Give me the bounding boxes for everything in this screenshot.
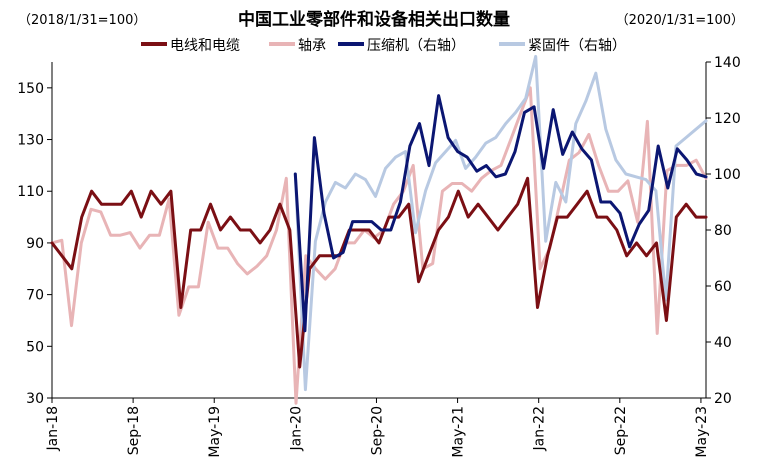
left-y-tick-label: 50 bbox=[26, 339, 44, 355]
right-axis-base-note: （2020/1/31=100） bbox=[616, 13, 744, 28]
left-y-tick-label: 30 bbox=[26, 391, 44, 407]
left-y-tick-label: 70 bbox=[26, 288, 44, 304]
x-tick-label: Jan-20 bbox=[288, 406, 304, 451]
right-y-tick-label: 140 bbox=[714, 55, 741, 71]
legend-label-compressors: 压缩机（右轴） bbox=[367, 38, 465, 54]
legend-label-bearings: 轴承 bbox=[298, 38, 326, 54]
legend-swatch-bearings bbox=[269, 42, 295, 46]
x-tick-label: Sep-18 bbox=[126, 406, 142, 455]
legend-item-cables: 电线和电缆 bbox=[141, 38, 240, 54]
chart-title: 中国工业零部件和设备相关出口数量 bbox=[238, 9, 510, 30]
right-y-tick-label: 40 bbox=[714, 335, 732, 351]
right-y-tick-label: 60 bbox=[714, 279, 732, 295]
series-layer bbox=[50, 54, 708, 405]
left-y-ticks: 30 50 70 90 110 130 150 bbox=[17, 81, 52, 407]
right-y-tick-label: 80 bbox=[714, 223, 732, 239]
left-y-tick-label: 150 bbox=[17, 81, 44, 97]
legend-label-cables: 电线和电缆 bbox=[170, 38, 240, 54]
x-tick-label: Sep-20 bbox=[369, 406, 385, 455]
legend: 电线和电缆 轴承 压缩机（右轴） 紧固件（右轴） bbox=[141, 38, 626, 54]
x-tick-label: May-21 bbox=[451, 406, 467, 458]
right-y-tick-label: 120 bbox=[714, 111, 741, 127]
x-tick-label: Jan-22 bbox=[532, 406, 548, 451]
legend-item-bearings: 轴承 bbox=[269, 38, 326, 54]
legend-item-fasteners: 紧固件（右轴） bbox=[499, 38, 626, 54]
left-axis-base-note: （2018/1/31=100） bbox=[18, 13, 146, 28]
series-line-bearings bbox=[50, 86, 708, 405]
x-tick-label: May-23 bbox=[694, 406, 710, 458]
x-tick-label: Jan-18 bbox=[45, 406, 61, 451]
legend-item-compressors: 压缩机（右轴） bbox=[338, 38, 465, 54]
x-tick-label: Sep-22 bbox=[613, 406, 629, 455]
right-y-tick-label: 100 bbox=[714, 167, 741, 183]
legend-swatch-cables bbox=[141, 42, 167, 46]
series-line-fasteners bbox=[293, 54, 708, 392]
x-ticks: Jan-18 Sep-18 May-19 Jan-20 Sep-20 May-21 Jan-… bbox=[45, 398, 710, 458]
left-y-tick-label: 90 bbox=[26, 236, 44, 252]
legend-label-fasteners: 紧固件（右轴） bbox=[528, 38, 626, 54]
legend-swatch-compressors bbox=[338, 42, 364, 46]
left-y-tick-label: 130 bbox=[17, 133, 44, 149]
right-y-tick-label: 20 bbox=[714, 391, 732, 407]
x-tick-label: May-19 bbox=[207, 406, 223, 458]
right-y-ticks: 20 40 60 80 100 120 140 bbox=[706, 55, 741, 407]
series-line-compressors bbox=[293, 94, 708, 333]
series-line-cables bbox=[50, 176, 708, 369]
legend-swatch-fasteners bbox=[499, 42, 525, 46]
left-y-tick-label: 110 bbox=[17, 184, 44, 200]
